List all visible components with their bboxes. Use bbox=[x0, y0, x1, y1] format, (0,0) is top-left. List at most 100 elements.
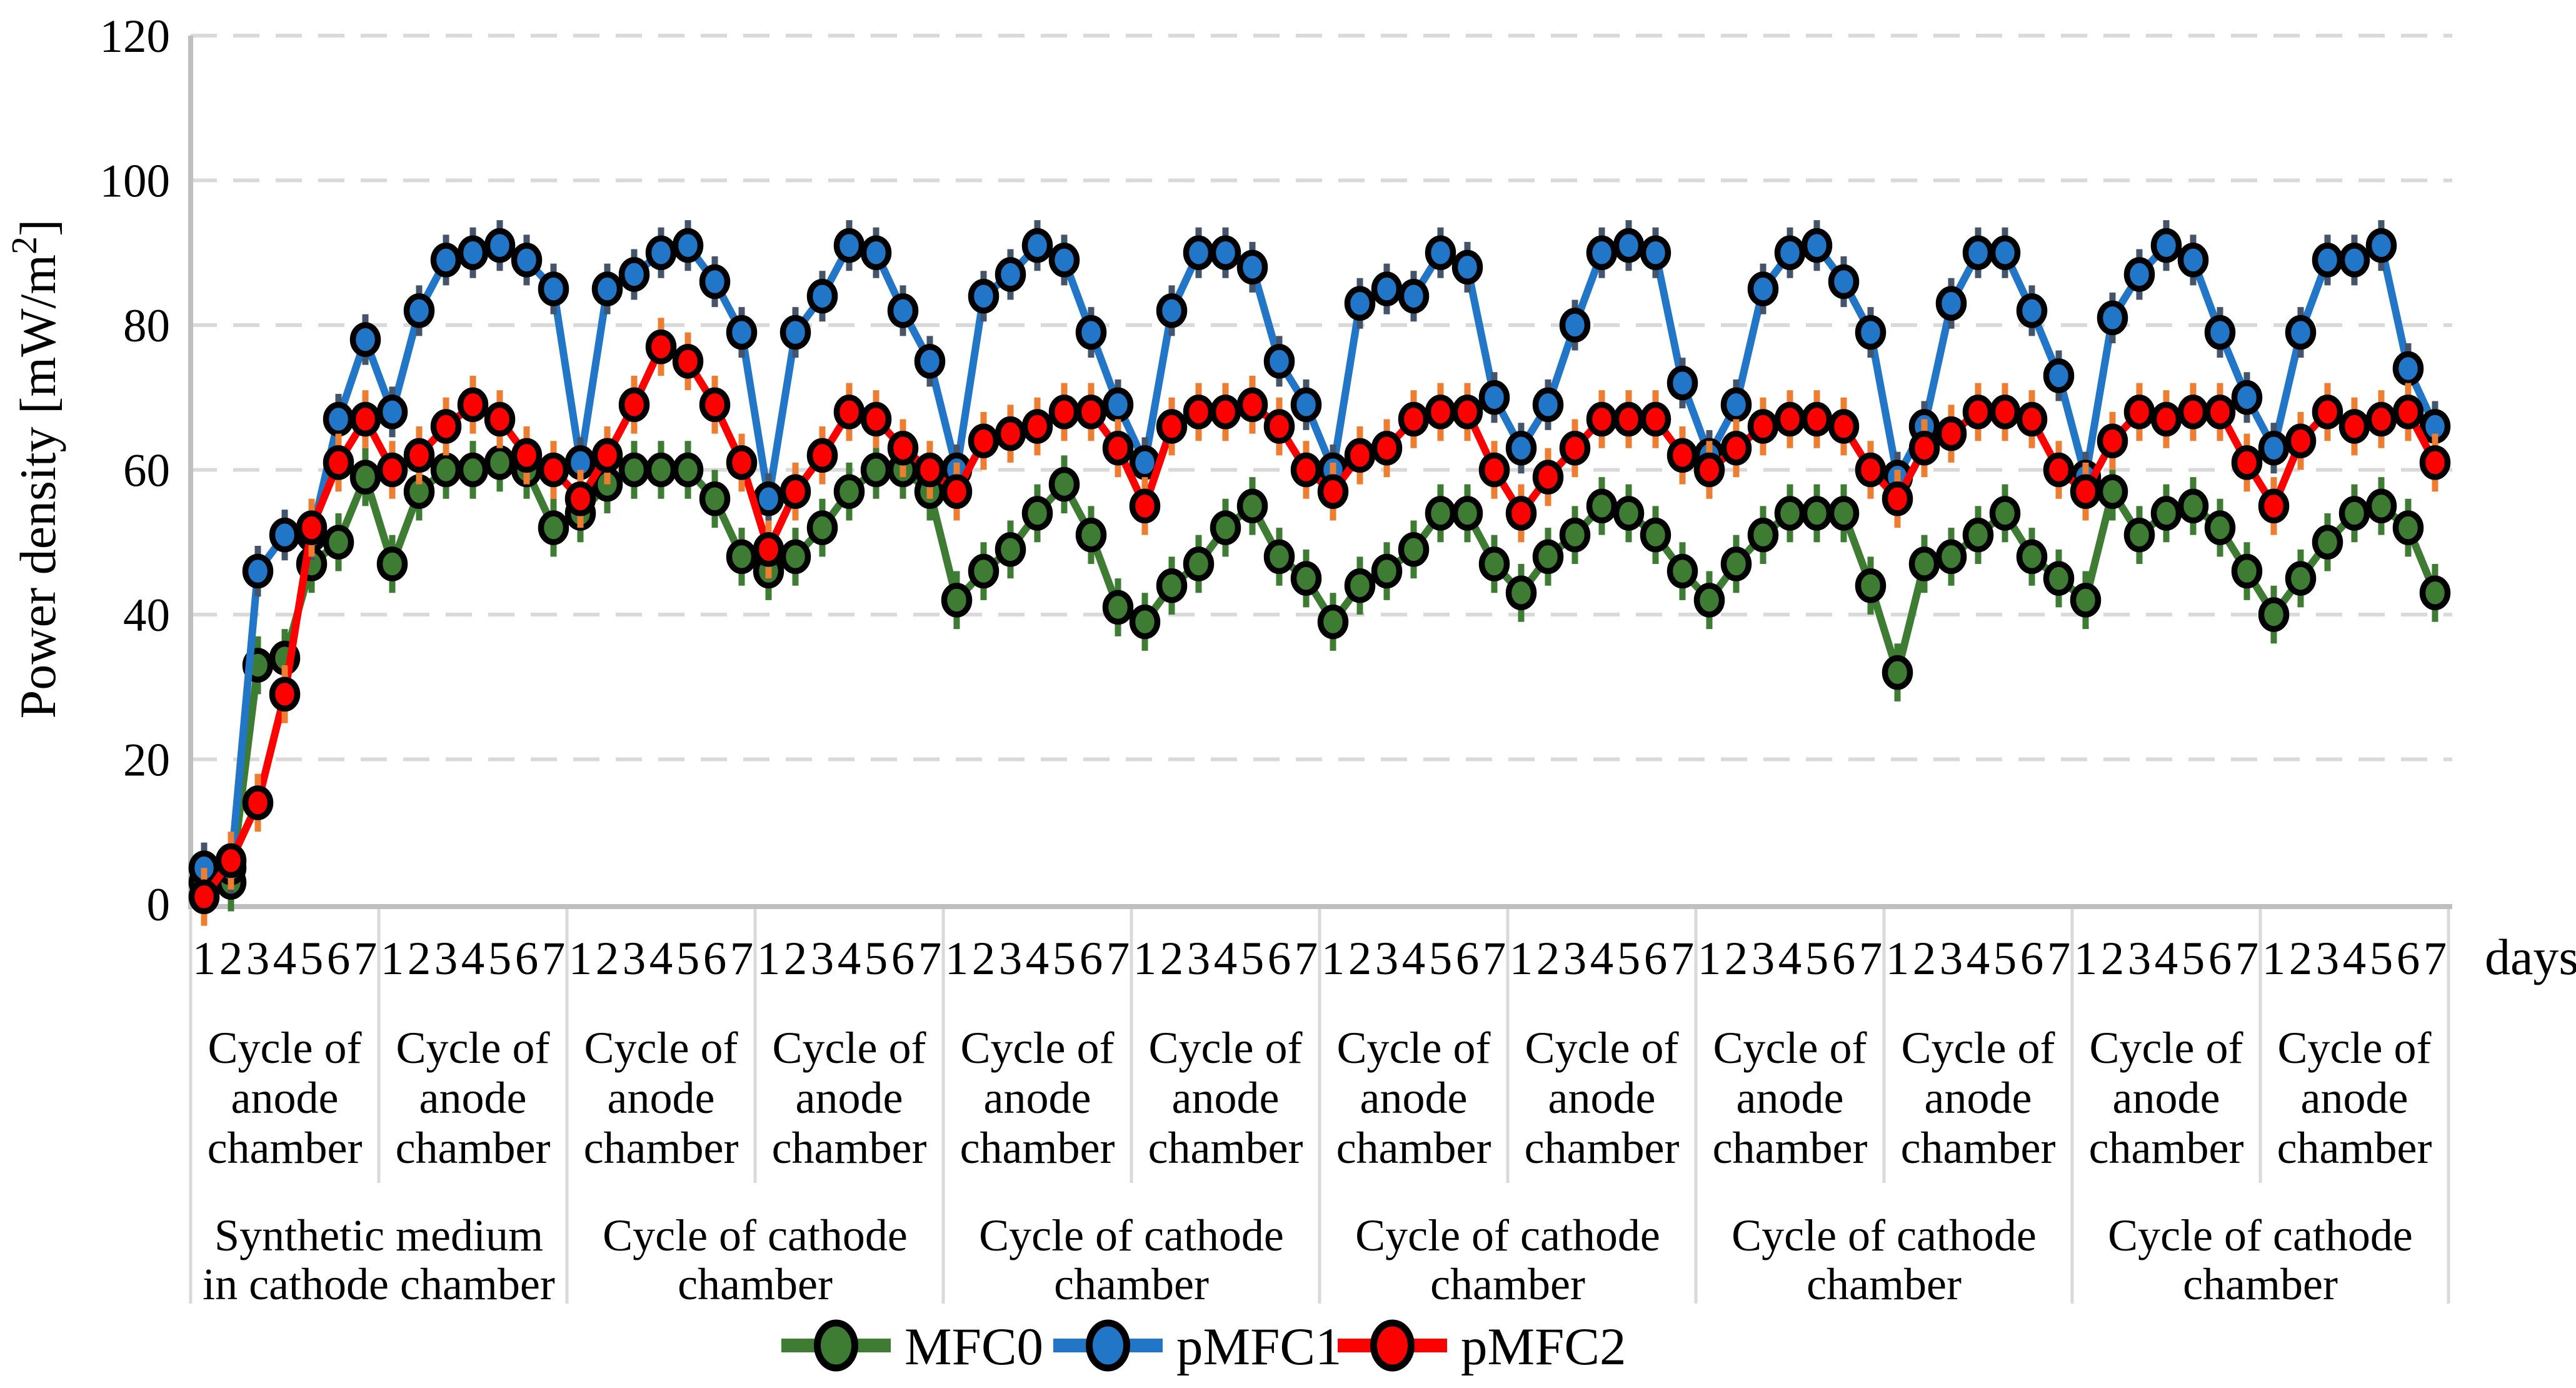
data-point-marker bbox=[1559, 517, 1591, 553]
cycle-label-line: chamber bbox=[208, 1123, 363, 1173]
day-number: 1 bbox=[945, 933, 969, 985]
day-number: 5 bbox=[1429, 933, 1453, 985]
data-point-marker bbox=[2392, 351, 2424, 386]
data-point-marker bbox=[968, 553, 1000, 589]
day-number: 7 bbox=[1671, 933, 1695, 985]
data-point-marker bbox=[2285, 314, 2317, 350]
y-tick-label: 120 bbox=[100, 11, 171, 63]
data-point-marker bbox=[2070, 474, 2102, 509]
data-point-marker bbox=[779, 539, 811, 575]
day-number: 6 bbox=[515, 933, 539, 985]
data-point-marker bbox=[2338, 243, 2370, 278]
data-point-marker bbox=[2231, 445, 2263, 480]
data-point-marker bbox=[1586, 401, 1618, 437]
day-number: 1 bbox=[381, 933, 404, 985]
day-number: 1 bbox=[569, 933, 593, 985]
data-point-marker bbox=[860, 452, 892, 488]
markers bbox=[188, 329, 2451, 915]
data-point-marker bbox=[2097, 300, 2128, 336]
data-point-marker bbox=[2150, 228, 2182, 263]
day-number: 3 bbox=[246, 933, 270, 985]
day-number: 4 bbox=[1778, 933, 1802, 985]
data-point-marker bbox=[1532, 539, 1564, 575]
data-point-marker bbox=[1882, 481, 1913, 516]
data-point-marker bbox=[1640, 401, 1671, 437]
data-point-marker bbox=[1935, 539, 1967, 575]
data-point-marker bbox=[2097, 474, 2128, 509]
series-line bbox=[204, 239, 2438, 872]
error-bars bbox=[201, 433, 2438, 912]
data-point-marker bbox=[672, 452, 704, 488]
data-point-marker bbox=[564, 481, 596, 516]
data-point-marker bbox=[672, 344, 704, 379]
data-point-marker bbox=[1398, 278, 1430, 314]
day-number: 4 bbox=[1402, 933, 1426, 985]
data-point-marker bbox=[1747, 271, 1779, 306]
day-number: 2 bbox=[2101, 933, 2125, 985]
day-number: 5 bbox=[300, 933, 324, 985]
data-point-marker bbox=[349, 322, 381, 357]
data-point-marker bbox=[968, 423, 1000, 458]
data-point-marker bbox=[2123, 395, 2155, 430]
cycle-label-line: Cycle of bbox=[1149, 1023, 1303, 1073]
y-tick-label: 20 bbox=[123, 735, 170, 787]
data-point-marker bbox=[1263, 344, 1295, 379]
cycle-label-line: anode bbox=[1360, 1073, 1468, 1123]
y-tick-label: 60 bbox=[123, 445, 170, 497]
day-number: 4 bbox=[461, 933, 485, 985]
data-point-marker bbox=[1720, 431, 1752, 466]
data-point-marker bbox=[806, 278, 838, 314]
group-label-line: Cycle of cathode bbox=[603, 1210, 908, 1260]
data-point-marker bbox=[914, 344, 946, 379]
data-point-marker bbox=[511, 243, 543, 278]
day-number: 2 bbox=[1913, 933, 1937, 985]
data-point-marker bbox=[2043, 452, 2075, 488]
data-point-marker bbox=[2285, 561, 2317, 596]
group-label-line: Cycle of cathode bbox=[979, 1210, 1284, 1260]
data-point-marker bbox=[699, 264, 731, 299]
day-number: 5 bbox=[1241, 933, 1265, 985]
day-number: 2 bbox=[1160, 933, 1184, 985]
cycle-label-line: anode bbox=[1925, 1073, 2032, 1123]
cycle-label-line: chamber bbox=[2089, 1123, 2244, 1173]
day-number: 5 bbox=[1053, 933, 1076, 985]
data-point-marker bbox=[2016, 401, 2048, 437]
data-point-marker bbox=[1613, 228, 1645, 263]
data-point-marker bbox=[215, 843, 247, 878]
data-point-marker bbox=[779, 474, 811, 509]
day-number: 6 bbox=[2208, 933, 2232, 985]
cycle-label-line: Cycle of bbox=[1902, 1023, 2055, 1073]
data-point-marker bbox=[1236, 387, 1268, 423]
data-point-marker bbox=[1505, 431, 1537, 466]
data-point-marker bbox=[618, 257, 650, 292]
data-point-marker bbox=[1236, 249, 1268, 285]
svg-text:Power density [mW/m2]: Power density [mW/m2] bbox=[4, 219, 66, 719]
data-point-marker bbox=[941, 583, 973, 618]
day-number: 3 bbox=[811, 933, 834, 985]
data-point-marker bbox=[2258, 431, 2290, 466]
group-label-line: chamber bbox=[2183, 1259, 2338, 1309]
day-number: 5 bbox=[1805, 933, 1829, 985]
data-point-marker bbox=[672, 228, 704, 263]
data-point-marker bbox=[1774, 235, 1806, 270]
data-point-marker bbox=[2204, 395, 2236, 430]
data-point-marker bbox=[833, 228, 865, 263]
data-point-marker bbox=[2016, 293, 2048, 328]
data-point-marker bbox=[1210, 510, 1241, 545]
data-point-marker bbox=[1290, 387, 1322, 423]
y-tick-label: 80 bbox=[123, 300, 170, 352]
data-point-marker bbox=[430, 409, 462, 444]
data-point-marker bbox=[1156, 409, 1188, 444]
legend-item-pMFC2: pMFC2 bbox=[1338, 1317, 1626, 1376]
data-point-marker bbox=[2177, 395, 2209, 430]
legend-label: pMFC2 bbox=[1461, 1317, 1626, 1376]
data-point-marker bbox=[1102, 387, 1134, 423]
data-point-marker bbox=[1774, 496, 1806, 531]
day-number: 6 bbox=[1268, 933, 1291, 985]
data-point-marker bbox=[1075, 395, 1107, 430]
series-MFC0 bbox=[188, 433, 2451, 912]
data-point-marker bbox=[860, 401, 892, 437]
data-point-marker bbox=[2312, 525, 2343, 560]
group-label-line: chamber bbox=[678, 1259, 833, 1309]
day-number: 1 bbox=[1698, 933, 1722, 985]
